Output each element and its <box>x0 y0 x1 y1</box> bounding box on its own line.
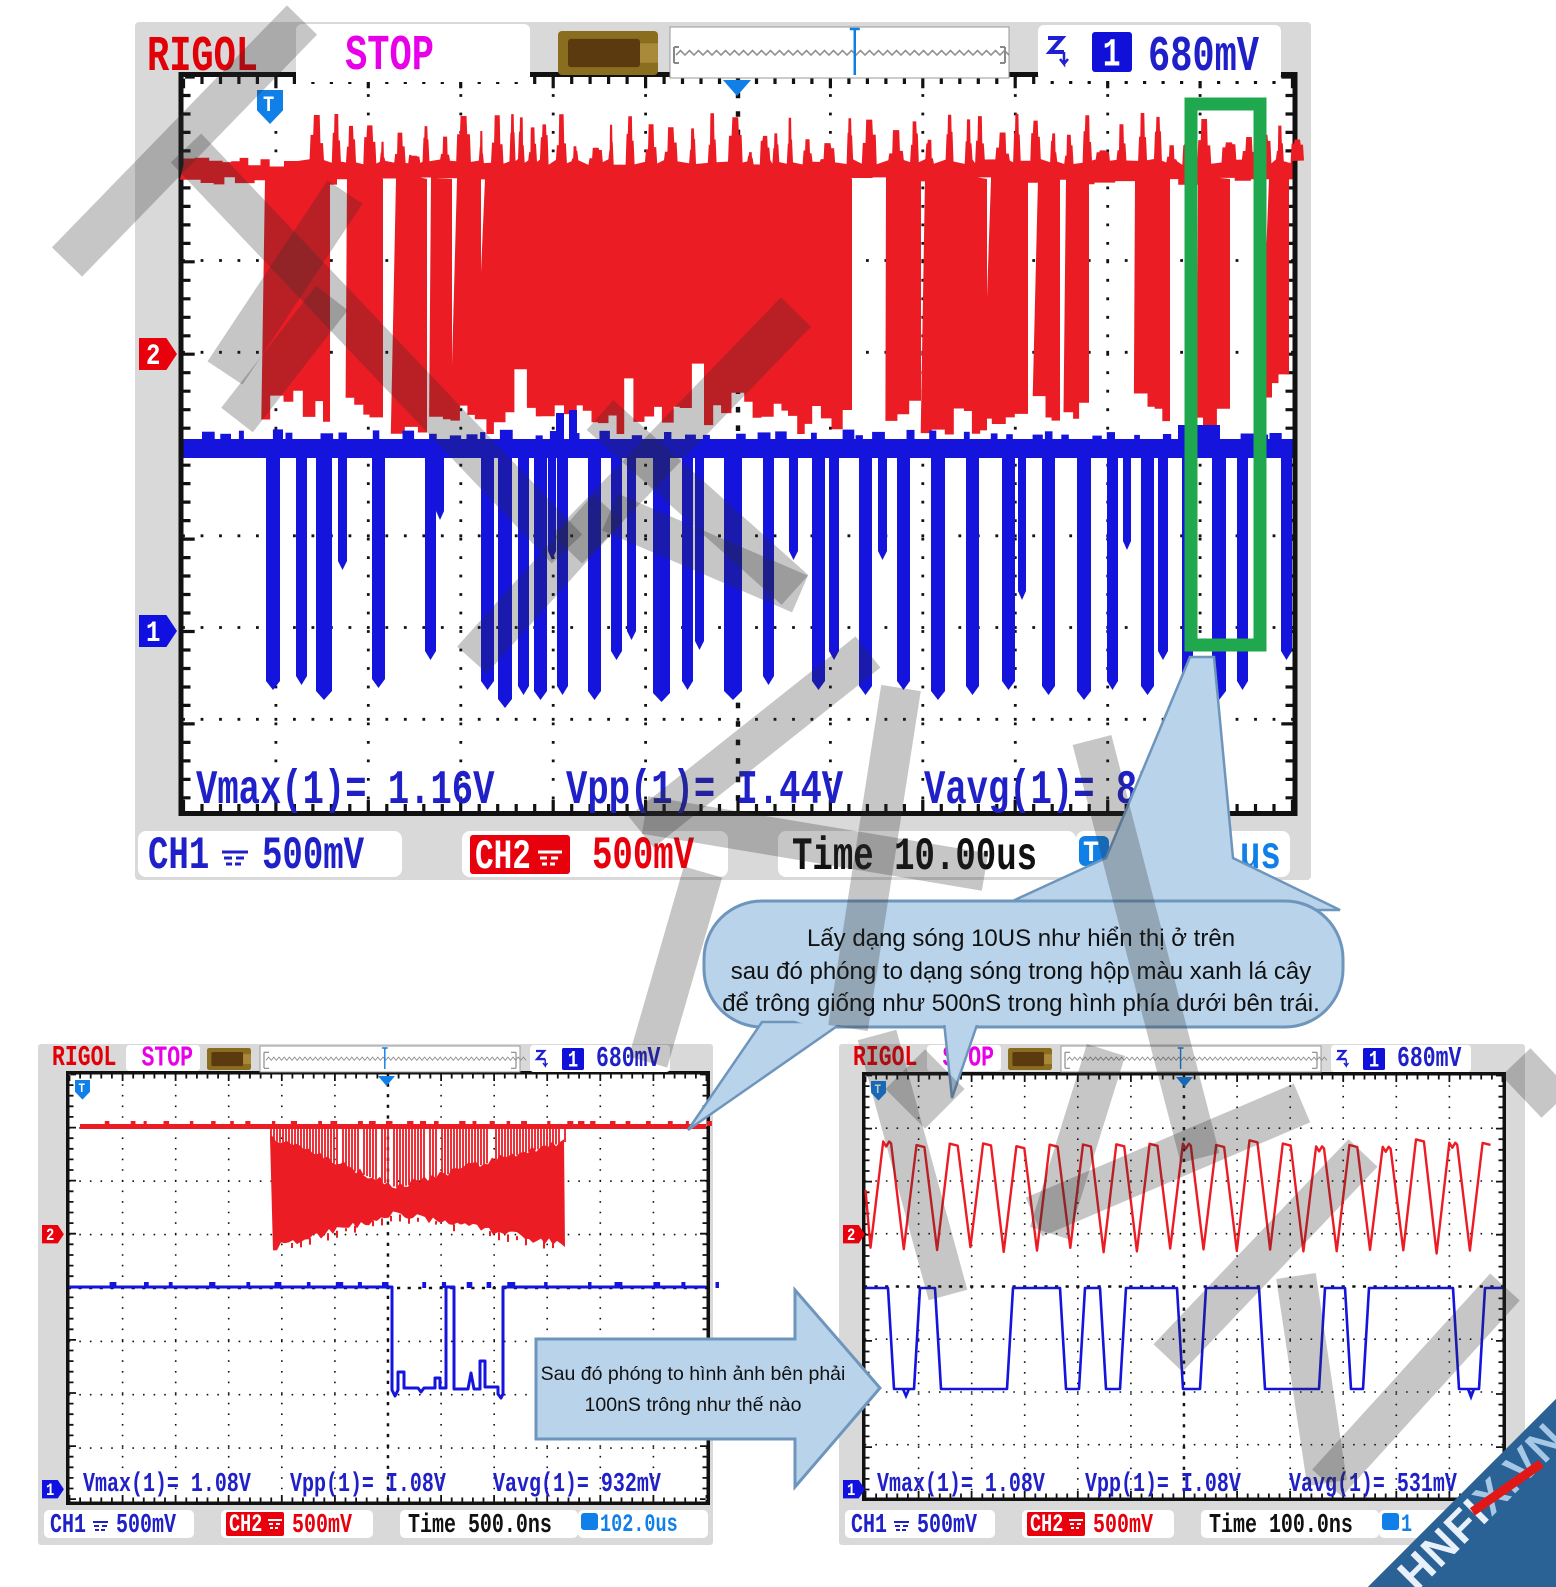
svg-text:Lấy dạng sóng 10US như hiển th: Lấy dạng sóng 10US như hiển thị ở trên <box>807 925 1235 952</box>
svg-text:Vpp(1)= I.08V: Vpp(1)= I.08V <box>1085 1469 1241 1500</box>
svg-text:CH2: CH2 <box>1030 1511 1063 1539</box>
svg-text:100nS trông như thế nào: 100nS trông như thế nào <box>585 1394 802 1416</box>
svg-text:1: 1 <box>568 1048 578 1074</box>
svg-text:2: 2 <box>46 1226 54 1246</box>
svg-text:680mV: 680mV <box>1397 1042 1462 1075</box>
svg-text:Time 100.0ns: Time 100.0ns <box>1209 1510 1353 1541</box>
svg-text:500mV: 500mV <box>292 1510 353 1541</box>
svg-text:Vavg(1)= 531mV: Vavg(1)= 531mV <box>1289 1469 1457 1500</box>
svg-text:680mV: 680mV <box>596 1042 661 1075</box>
svg-text:2: 2 <box>847 1226 855 1246</box>
svg-text:Time 10.00us: Time 10.00us <box>792 831 1037 883</box>
svg-text:Vpp(1)= I.44V: Vpp(1)= I.44V <box>566 763 844 818</box>
svg-text:RIGOL: RIGOL <box>52 1041 116 1074</box>
svg-text:Vpp(1)= I.08V: Vpp(1)= I.08V <box>290 1469 446 1500</box>
svg-text:680mV: 680mV <box>1148 29 1259 86</box>
svg-text:sau đó phóng to dạng sóng tron: sau đó phóng to dạng sóng trong hộp màu … <box>731 958 1311 985</box>
svg-text:CH1: CH1 <box>50 1510 86 1541</box>
svg-text:500mV: 500mV <box>116 1510 177 1541</box>
svg-text:Time 500.0ns: Time 500.0ns <box>408 1510 552 1541</box>
svg-text:Vavg(1)= 85: Vavg(1)= 85 <box>924 763 1158 818</box>
svg-text:CH1: CH1 <box>851 1510 887 1541</box>
svg-text:1: 1 <box>847 1481 855 1501</box>
svg-text:T: T <box>79 1081 85 1096</box>
svg-text:T: T <box>263 94 274 119</box>
svg-text:RIGOL: RIGOL <box>147 29 258 86</box>
svg-text:Vmax(1)= 1.08V: Vmax(1)= 1.08V <box>83 1469 251 1500</box>
svg-text:STOP: STOP <box>345 28 434 85</box>
svg-text:1: 1 <box>1103 33 1121 78</box>
svg-text:để trông giống như 500nS trong: để trông giống như 500nS trong hình phía… <box>722 990 1320 1017</box>
svg-text:CH2: CH2 <box>475 834 531 882</box>
svg-text:T: T <box>875 1082 881 1097</box>
svg-text:CH2: CH2 <box>229 1511 262 1539</box>
svg-text:102.0us: 102.0us <box>600 1511 678 1539</box>
svg-text:Sau đó phóng to hình ảnh bên p: Sau đó phóng to hình ảnh bên phải <box>541 1363 846 1385</box>
svg-text:1: 1 <box>1401 1511 1412 1539</box>
svg-text:500mV: 500mV <box>262 830 365 882</box>
svg-text:1: 1 <box>146 617 160 651</box>
svg-text:500mV: 500mV <box>917 1510 978 1541</box>
svg-text:500mV: 500mV <box>1093 1510 1154 1541</box>
svg-text:1: 1 <box>46 1481 54 1501</box>
svg-text:CH1: CH1 <box>148 830 209 882</box>
svg-text:Vmax(1)= 1.16V: Vmax(1)= 1.16V <box>196 763 495 818</box>
svg-text:RIGOL: RIGOL <box>853 1041 917 1074</box>
svg-text:Vmax(1)= 1.08V: Vmax(1)= 1.08V <box>877 1469 1045 1500</box>
svg-text:2: 2 <box>146 340 160 374</box>
svg-text:500mV: 500mV <box>592 830 695 882</box>
svg-text:1: 1 <box>1369 1048 1379 1074</box>
svg-text:Vavg(1)= 932mV: Vavg(1)= 932mV <box>493 1469 661 1500</box>
svg-text:STOP: STOP <box>142 1041 193 1074</box>
